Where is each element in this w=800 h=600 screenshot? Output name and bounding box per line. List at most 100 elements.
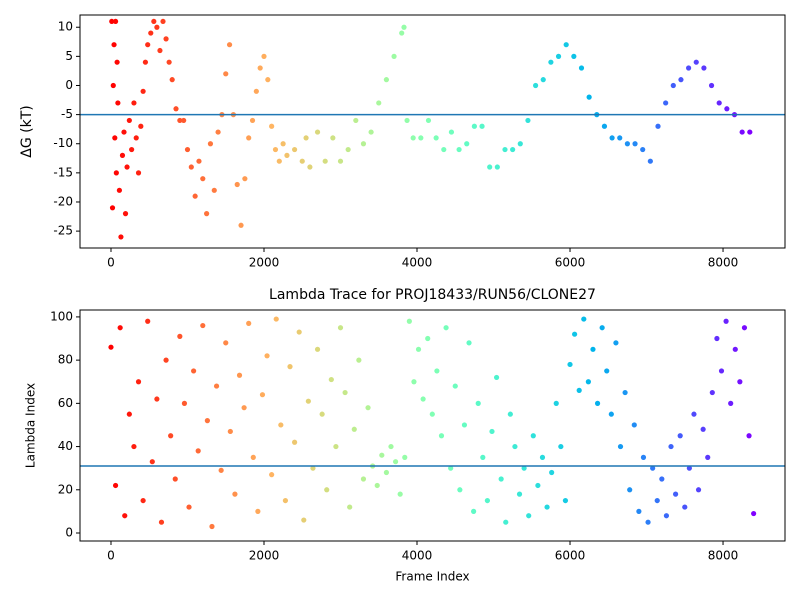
point <box>379 452 385 458</box>
point <box>493 374 500 381</box>
point <box>415 346 422 352</box>
x-tick-label: 2000 <box>249 549 280 563</box>
point <box>480 454 486 460</box>
point <box>479 123 485 129</box>
point <box>487 164 493 170</box>
point <box>471 508 477 514</box>
y-tick-label: 40 <box>58 439 73 453</box>
point <box>138 123 144 129</box>
point <box>118 234 124 240</box>
point <box>517 141 523 147</box>
point <box>406 318 412 324</box>
point <box>324 487 330 493</box>
y-tick-label: 100 <box>50 309 73 323</box>
point <box>195 448 201 454</box>
point <box>374 482 380 489</box>
point <box>718 368 725 374</box>
point <box>475 400 481 406</box>
point <box>142 59 149 65</box>
point <box>516 491 523 497</box>
point <box>140 497 146 504</box>
point <box>691 411 697 417</box>
point <box>631 422 637 428</box>
point <box>276 158 282 164</box>
point <box>438 433 445 439</box>
point <box>232 491 238 497</box>
point <box>113 170 119 176</box>
point <box>655 123 661 129</box>
point <box>140 88 146 94</box>
point <box>246 135 252 141</box>
x-tick-label: 0 <box>107 549 115 563</box>
point <box>457 487 463 493</box>
point <box>269 472 275 478</box>
y-tick-label: 0 <box>65 78 73 92</box>
point <box>686 465 692 471</box>
point <box>540 77 546 83</box>
point <box>397 491 403 497</box>
point <box>172 476 178 482</box>
point <box>227 428 233 435</box>
point <box>188 164 194 170</box>
point <box>632 141 638 147</box>
point <box>112 135 118 141</box>
point <box>617 135 623 141</box>
point <box>351 426 357 432</box>
point <box>503 519 509 525</box>
point <box>196 158 202 164</box>
point <box>360 476 367 482</box>
point <box>466 340 472 346</box>
point <box>448 465 454 471</box>
point <box>512 443 518 450</box>
point <box>617 443 624 450</box>
point <box>204 418 210 424</box>
y-tick-label: -10 <box>53 136 73 150</box>
point <box>433 135 439 141</box>
point <box>207 141 214 147</box>
point <box>701 65 707 71</box>
point <box>108 344 114 350</box>
point <box>558 443 564 450</box>
point <box>530 433 536 439</box>
point <box>608 411 614 417</box>
point <box>110 82 116 89</box>
x-tick-label: 6000 <box>555 549 586 563</box>
point <box>636 508 642 514</box>
point <box>677 433 683 439</box>
point <box>149 459 155 465</box>
point <box>173 106 179 112</box>
point <box>448 129 455 135</box>
point <box>672 491 679 497</box>
y-tick-label: 5 <box>65 49 73 63</box>
point <box>223 340 229 346</box>
point <box>571 53 577 59</box>
point <box>365 405 371 411</box>
point <box>121 129 127 135</box>
y-axis-label: ΔG (kT) <box>19 105 35 157</box>
point <box>191 368 197 374</box>
point <box>215 129 221 135</box>
point <box>160 18 166 25</box>
point <box>303 135 309 141</box>
point <box>184 146 191 153</box>
point <box>553 400 559 406</box>
point <box>741 325 748 331</box>
axes-frame <box>79 309 786 542</box>
point <box>663 100 669 106</box>
point <box>418 135 424 141</box>
point <box>693 59 699 65</box>
point <box>145 42 151 48</box>
point <box>213 383 220 389</box>
point <box>347 504 353 510</box>
point <box>186 504 192 510</box>
point <box>284 152 290 158</box>
point <box>494 164 500 170</box>
point <box>544 504 550 510</box>
point <box>151 18 157 25</box>
point <box>452 383 458 389</box>
x-tick-label: 6000 <box>555 256 586 270</box>
point <box>585 379 591 385</box>
point <box>747 129 753 135</box>
point <box>567 361 573 368</box>
point <box>269 123 275 129</box>
